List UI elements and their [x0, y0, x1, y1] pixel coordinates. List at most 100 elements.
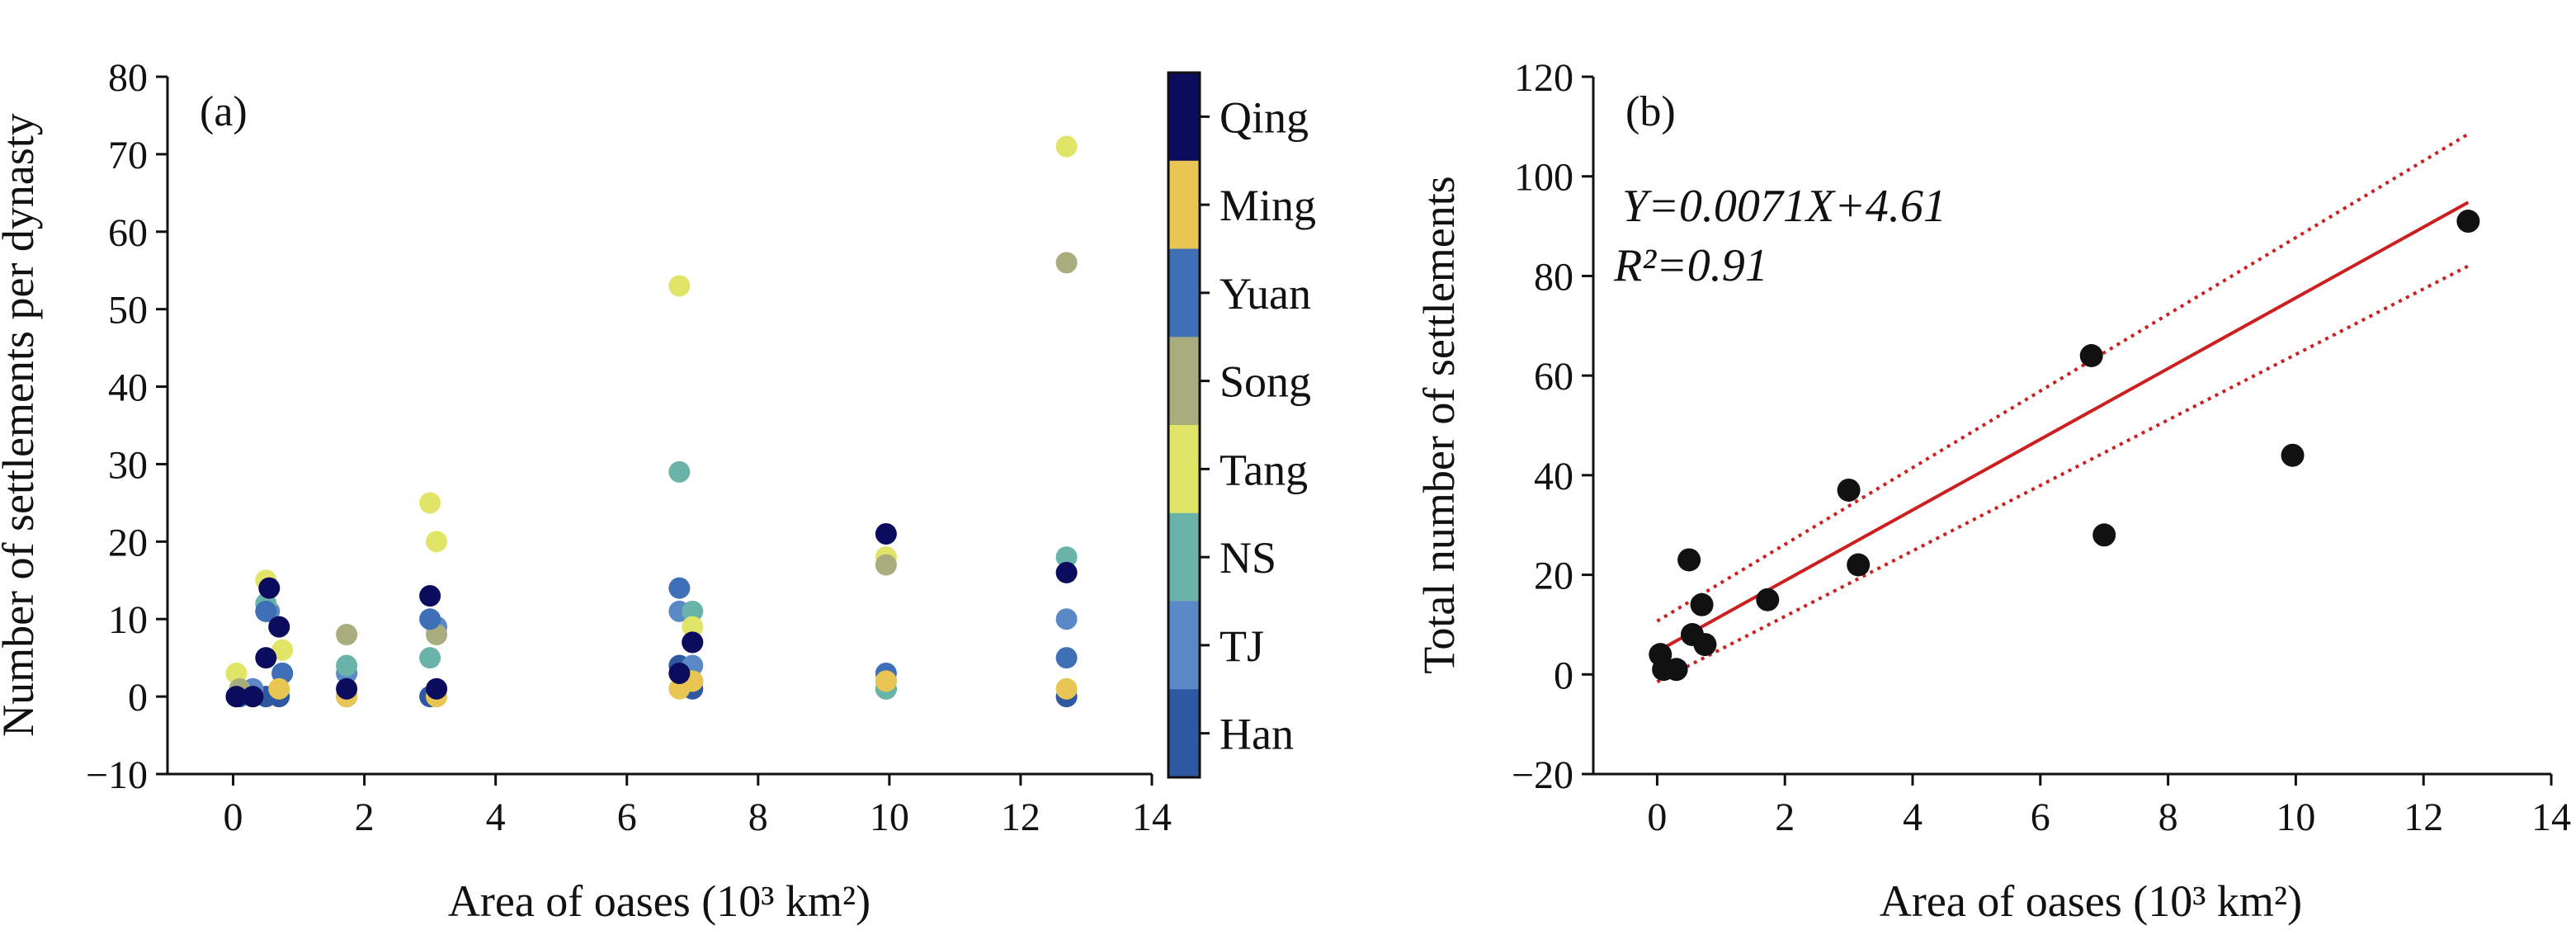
colorbar-swatch-ming [1168, 160, 1200, 249]
panel-b-points [1649, 210, 2480, 682]
confidence-band-upper [1656, 132, 2470, 623]
a-y-tick-label: 30 [108, 443, 148, 487]
b-x-tick-label: 0 [1647, 795, 1667, 839]
panel-b-x-axis-label: Area of oases (10³ km²) [1880, 876, 2302, 926]
panel-a-label: (a) [200, 88, 248, 135]
panel-a-x-ticks: 0 2 4 6 8 10 12 14 [224, 774, 1172, 839]
point-yuan [255, 600, 277, 622]
a-y-tick-label: 50 [108, 289, 148, 333]
point-qing [268, 616, 290, 638]
colorbar-label-qing: Qing [1220, 92, 1309, 142]
point-total-settlements [1693, 633, 1717, 657]
point-ns [1055, 546, 1078, 569]
a-x-tick-label: 2 [355, 795, 375, 839]
colorbar-outline [1167, 71, 1201, 779]
colorbar-swatch-ns [1168, 512, 1200, 602]
point-total-settlements [2281, 443, 2305, 467]
point-song [336, 624, 358, 645]
confidence-band-lower [1656, 264, 2470, 684]
point-yuan [1055, 647, 1078, 669]
panel-a-y-ticks: −10 0 10 20 30 40 50 60 70 80 [86, 56, 167, 797]
b-x-tick-label: 2 [1775, 795, 1795, 839]
colorbar-label-ming: Ming [1220, 181, 1316, 230]
a-y-tick-label: 10 [108, 598, 148, 642]
point-total-settlements [1847, 553, 1871, 577]
point-total-settlements [2092, 523, 2116, 547]
b-y-tick-label: 0 [1554, 654, 1573, 697]
b-y-tick-label: 80 [1534, 255, 1573, 299]
point-tang [1055, 135, 1078, 158]
point-tang [682, 616, 704, 638]
a-y-tick-label: 40 [108, 366, 148, 410]
colorbar-label-ns: NS [1220, 533, 1276, 583]
b-y-tick-label: 100 [1514, 156, 1573, 200]
a-y-tick-label: 70 [108, 134, 148, 177]
point-ming [268, 677, 290, 700]
panel-a-y-axis-label: Number of settlements per dynasty [0, 113, 43, 737]
colorbar-swatch-qing [1168, 73, 1200, 162]
colorbar-label-tang: Tang [1220, 445, 1308, 494]
panel-b-scatter-chart: 0 2 4 6 8 10 12 14 −20 0 20 40 60 80 100 120 (b) Y=0.0… [1414, 56, 2571, 926]
b-x-tick-label: 14 [2531, 795, 2571, 839]
panel-b-x-ticks: 0 2 4 6 8 10 12 14 [1647, 774, 2571, 839]
colorbar-swatch-han [1168, 689, 1200, 778]
b-y-tick-label: 40 [1534, 455, 1573, 498]
panel-a-x-axis-label: Area of oases (10³ km²) [448, 876, 870, 926]
point-ming [875, 670, 897, 692]
panel-b-y-axis-label: Total number of settlements [1414, 176, 1464, 674]
panel-b-y-ticks: −20 0 20 40 60 80 100 120 [1512, 56, 1593, 797]
colorbar-label-yuan: Yuan [1220, 269, 1311, 319]
panel-b-equation: Y=0.0071X+4.61 [1622, 181, 1946, 232]
point-ns [336, 654, 358, 677]
point-qing [426, 677, 448, 700]
panel-a-scatter-chart: 0 2 4 6 8 10 12 14 −10 0 10 20 30 40 50 60 70 80 (a) Are… [0, 56, 1316, 926]
point-total-settlements [2456, 210, 2480, 234]
point-yuan [668, 577, 691, 599]
point-tang [419, 492, 441, 514]
point-qing [419, 585, 441, 607]
colorbar-label-tj: TJ [1220, 621, 1264, 671]
a-y-tick-label: 60 [108, 211, 148, 255]
regression-line [1656, 201, 2470, 654]
point-tang [426, 531, 448, 553]
a-x-tick-label: 10 [870, 795, 909, 839]
colorbar-swatch-yuan [1168, 248, 1200, 338]
point-ns [419, 647, 441, 669]
point-qing [255, 647, 277, 669]
b-y-tick-label: −20 [1512, 753, 1573, 797]
b-x-tick-label: 6 [2031, 795, 2050, 839]
point-ming [1055, 677, 1078, 700]
point-ns [682, 600, 704, 622]
panel-b-label: (b) [1625, 88, 1676, 135]
b-y-tick-label: 20 [1534, 555, 1573, 598]
point-qing [225, 686, 248, 708]
colorbar-swatch-song [1168, 337, 1200, 426]
b-y-tick-label: 60 [1534, 355, 1573, 399]
point-tj [1055, 608, 1078, 630]
point-total-settlements [1837, 478, 1861, 502]
b-x-tick-label: 4 [1903, 795, 1923, 839]
b-x-tick-label: 12 [2404, 795, 2443, 839]
point-qing [875, 522, 897, 545]
a-x-tick-label: 6 [617, 795, 637, 839]
point-total-settlements [1664, 658, 1688, 682]
point-tang [668, 275, 691, 297]
b-y-tick-label: 120 [1514, 56, 1573, 100]
point-total-settlements [1677, 548, 1701, 572]
a-y-tick-label: 0 [128, 676, 148, 720]
panel-b-regression [1656, 132, 2470, 684]
point-yuan [419, 608, 441, 630]
point-qing [258, 577, 281, 599]
colorbar-swatch-tj [1168, 601, 1200, 690]
b-x-tick-label: 10 [2276, 795, 2315, 839]
colorbar-label-song: Song [1220, 357, 1311, 407]
point-total-settlements [2079, 344, 2103, 367]
panel-a-points [225, 135, 1078, 708]
point-song [875, 554, 897, 576]
point-qing [668, 662, 691, 684]
point-total-settlements [1690, 592, 1714, 616]
a-x-tick-label: 12 [1001, 795, 1040, 839]
a-y-tick-label: 80 [108, 56, 148, 100]
point-qing [242, 686, 264, 708]
